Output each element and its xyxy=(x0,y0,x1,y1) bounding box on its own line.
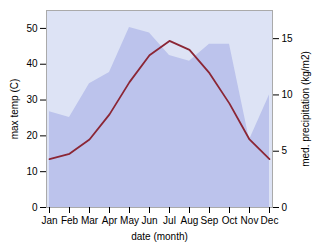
svg-text:Oct: Oct xyxy=(222,215,238,226)
svg-text:50: 50 xyxy=(26,23,38,34)
svg-text:0: 0 xyxy=(32,202,38,213)
svg-text:Aug: Aug xyxy=(181,215,199,226)
svg-text:Jul: Jul xyxy=(163,215,176,226)
svg-text:0: 0 xyxy=(282,202,288,213)
svg-text:Apr: Apr xyxy=(102,215,118,226)
svg-text:max temp (C): max temp (C) xyxy=(9,79,20,140)
svg-text:10: 10 xyxy=(26,166,38,177)
svg-text:med. precipitation (kg/m2): med. precipitation (kg/m2) xyxy=(300,51,311,167)
svg-text:5: 5 xyxy=(282,145,288,156)
svg-text:Sep: Sep xyxy=(201,215,219,226)
svg-text:Jan: Jan xyxy=(41,215,57,226)
svg-text:40: 40 xyxy=(26,58,38,69)
svg-text:10: 10 xyxy=(282,89,294,100)
svg-text:Feb: Feb xyxy=(61,215,79,226)
svg-text:date (month): date (month) xyxy=(131,231,188,242)
svg-text:Mar: Mar xyxy=(81,215,99,226)
svg-text:Jun: Jun xyxy=(141,215,157,226)
svg-text:15: 15 xyxy=(282,33,294,44)
svg-text:Nov: Nov xyxy=(241,215,259,226)
svg-text:Dec: Dec xyxy=(261,215,279,226)
svg-text:20: 20 xyxy=(26,130,38,141)
svg-text:May: May xyxy=(120,215,139,226)
svg-text:30: 30 xyxy=(26,94,38,105)
